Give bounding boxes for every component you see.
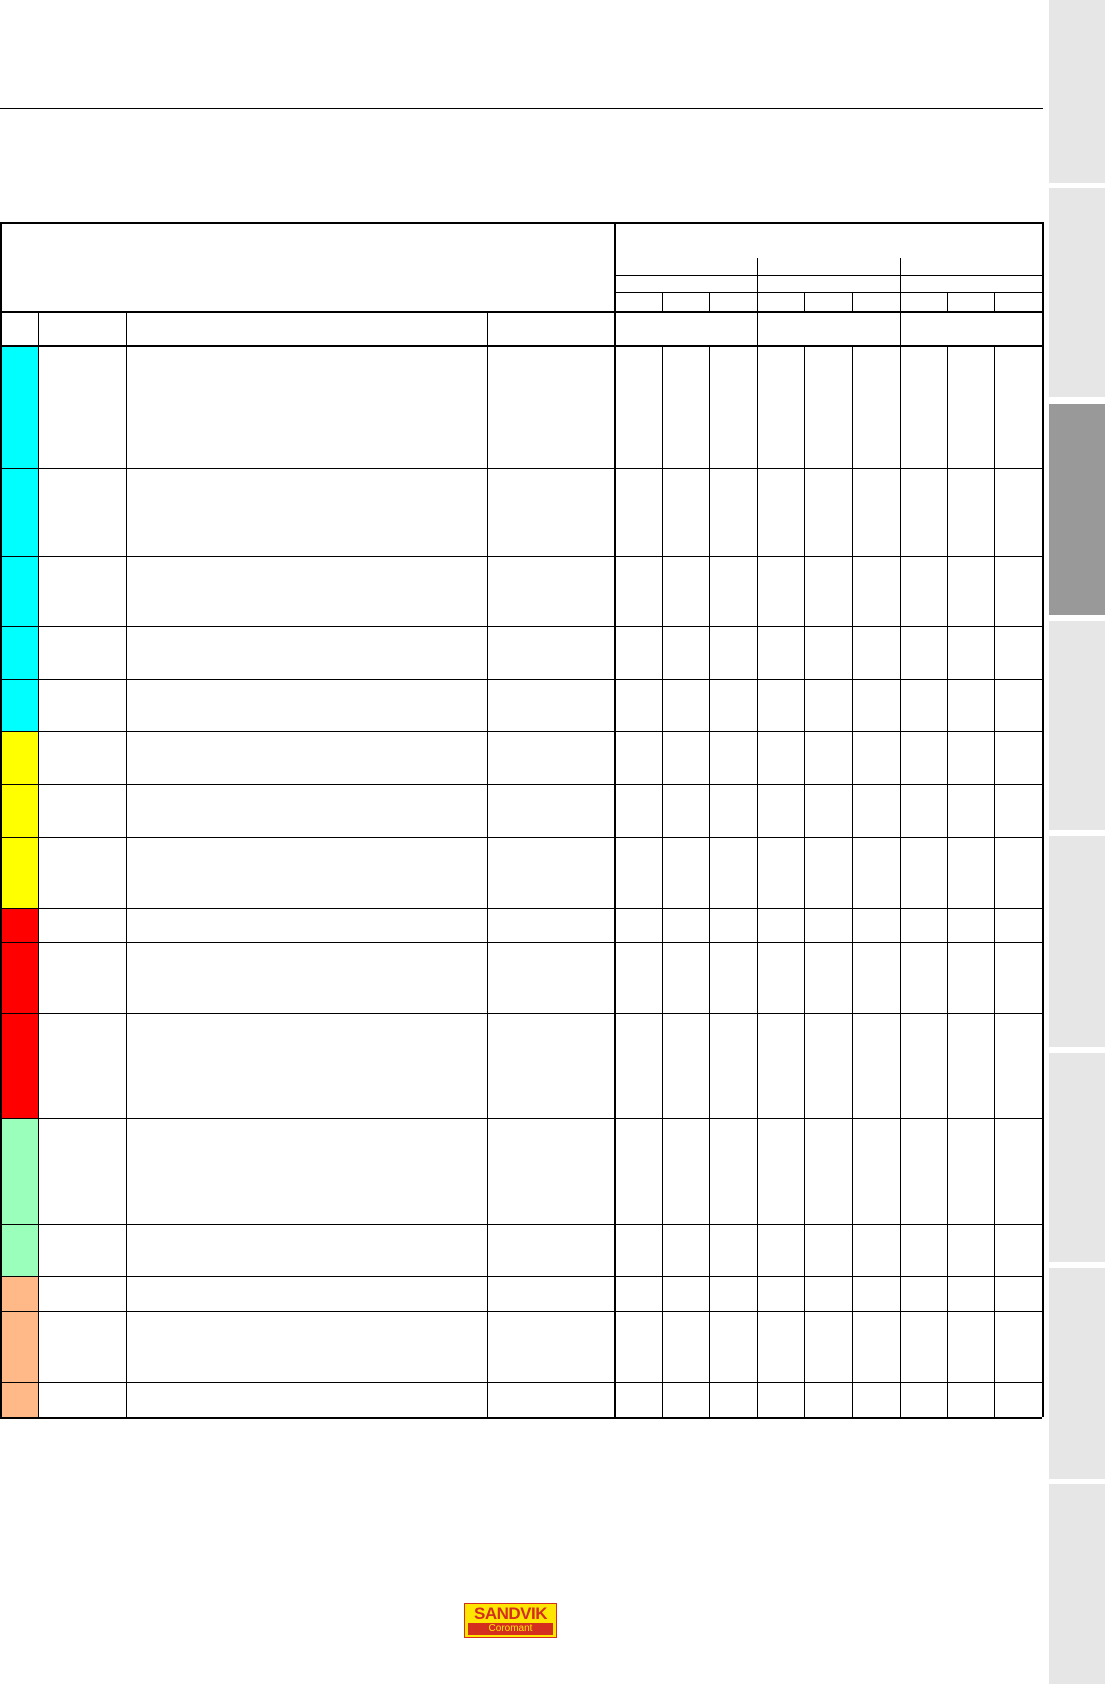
table-right-border xyxy=(1042,222,1044,1417)
table-left-border xyxy=(0,222,2,1417)
side-tab-4[interactable] xyxy=(1049,621,1105,830)
column-divider xyxy=(852,292,853,311)
side-tab-1[interactable] xyxy=(1049,0,1105,183)
row-divider xyxy=(0,1013,1042,1014)
header-rule xyxy=(614,292,1042,293)
column-group-divider xyxy=(900,258,901,1417)
category-color-band xyxy=(0,345,38,731)
category-color-band xyxy=(0,1276,38,1417)
side-tab-2[interactable] xyxy=(1049,188,1105,397)
row-divider xyxy=(0,1311,1042,1312)
column-divider xyxy=(662,292,663,311)
row-divider xyxy=(0,1276,1042,1277)
column-divider xyxy=(614,222,616,1417)
row-divider xyxy=(0,679,1042,680)
row-divider xyxy=(0,731,1042,732)
column-divider xyxy=(804,292,805,311)
category-color-band xyxy=(0,731,38,908)
category-color-band xyxy=(0,1118,38,1276)
table-top-border xyxy=(0,222,1042,224)
row-divider xyxy=(0,1224,1042,1225)
row-divider xyxy=(0,942,1042,943)
column-divider xyxy=(38,311,39,1417)
column-divider xyxy=(852,345,853,1417)
row-divider xyxy=(0,837,1042,838)
sandvik-coromant-logo: SANDVIK Coromant xyxy=(464,1603,557,1638)
column-divider xyxy=(709,292,710,311)
header-rule xyxy=(614,275,1042,276)
column-divider xyxy=(662,345,663,1417)
column-divider xyxy=(126,311,127,1417)
row-divider xyxy=(0,468,1042,469)
header-rule xyxy=(0,108,1043,109)
row-divider xyxy=(0,784,1042,785)
side-tab-5[interactable] xyxy=(1049,836,1105,1047)
column-divider xyxy=(994,345,995,1417)
logo-sub: Coromant xyxy=(468,1623,553,1635)
row-divider xyxy=(0,626,1042,627)
column-divider xyxy=(804,345,805,1417)
column-divider xyxy=(947,292,948,311)
row-divider xyxy=(0,1382,1042,1383)
row-divider xyxy=(0,556,1042,557)
row-divider xyxy=(0,908,1042,909)
column-divider xyxy=(709,345,710,1417)
logo-brand: SANDVIK xyxy=(473,1604,548,1623)
row-divider xyxy=(0,1118,1042,1119)
column-divider xyxy=(994,292,995,311)
column-group-divider xyxy=(757,258,758,1417)
row-divider xyxy=(0,345,1042,347)
header-rule xyxy=(0,311,1042,313)
row-divider xyxy=(0,1417,1042,1419)
side-tab-7[interactable] xyxy=(1049,1268,1105,1479)
side-tab-8[interactable] xyxy=(1049,1484,1105,1684)
side-tab-3[interactable] xyxy=(1049,404,1105,615)
column-divider xyxy=(947,345,948,1417)
side-tab-6[interactable] xyxy=(1049,1053,1105,1262)
column-divider xyxy=(487,311,488,1417)
